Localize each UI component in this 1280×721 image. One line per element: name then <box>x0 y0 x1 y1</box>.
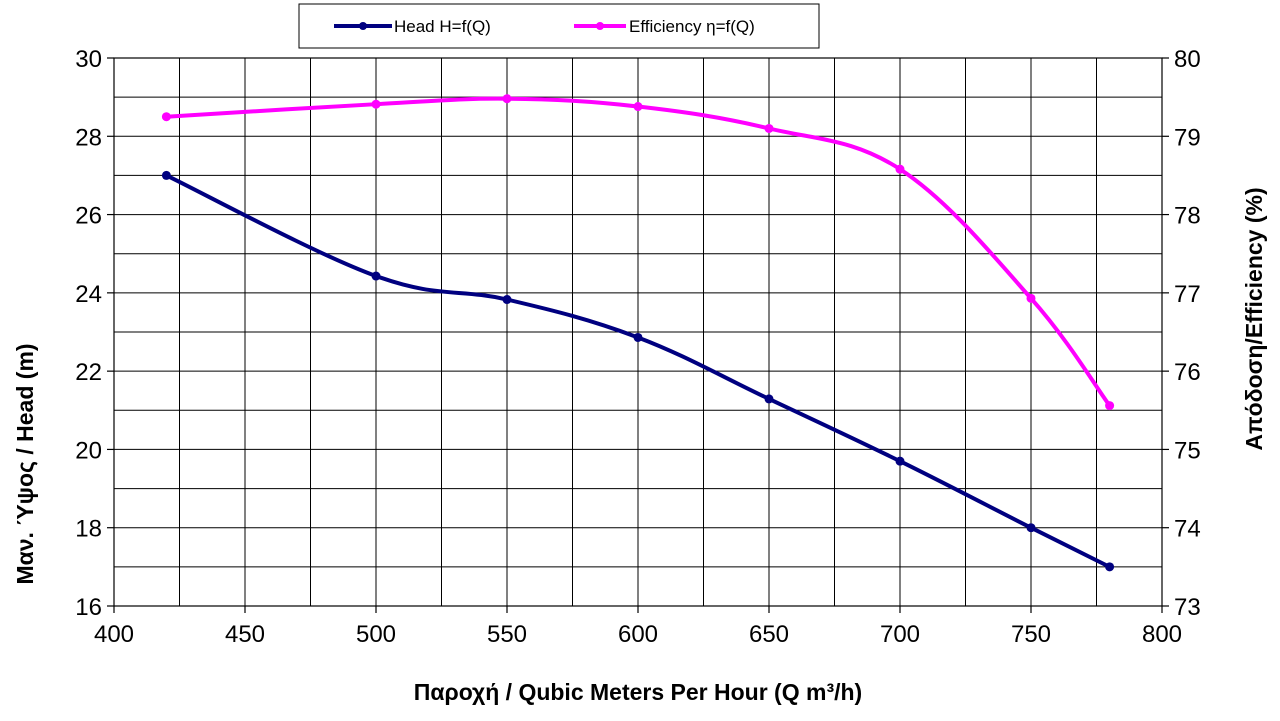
y-left-tick-label: 26 <box>75 203 102 230</box>
x-tick-label: 800 <box>1142 621 1182 648</box>
x-tick-label: 450 <box>225 621 265 648</box>
legend: Head H=f(Q) Efficiency η=f(Q) <box>298 3 820 49</box>
y-right-tick-label: 74 <box>1174 516 1201 543</box>
x-tick-label: 550 <box>487 621 527 648</box>
data-point-efficiency <box>633 102 643 112</box>
series-layer <box>161 94 1115 572</box>
y-right-tick-label: 80 <box>1174 46 1201 73</box>
x-axis-title: Παροχή / Qubic Meters Per Hour (Q m³/h) <box>414 679 862 705</box>
data-point-head <box>1105 562 1115 572</box>
data-point-head <box>502 295 512 305</box>
legend-label-head: Head H=f(Q) <box>394 17 491 36</box>
data-point-head <box>1026 523 1036 533</box>
data-point-head <box>371 271 381 281</box>
data-point-head <box>633 332 643 342</box>
y-right-tick-label: 73 <box>1174 594 1201 621</box>
x-tick-label: 500 <box>356 621 396 648</box>
axis-ticks: 400 450 500 550 600 650 700 750 800 16 18 20 22 24 26 2… <box>75 46 1200 648</box>
y-left-tick-label: 24 <box>75 281 102 308</box>
y-left-tick-label: 22 <box>75 359 102 386</box>
data-point-efficiency <box>764 123 774 133</box>
y-left-tick-label: 30 <box>75 46 102 73</box>
data-point-efficiency <box>371 99 381 109</box>
legend-label-efficiency: Efficiency η=f(Q) <box>629 17 755 36</box>
x-tick-label: 700 <box>880 621 920 648</box>
data-point-efficiency <box>1105 401 1115 411</box>
y-right-tick-label: 79 <box>1174 124 1201 151</box>
y-left-tick-label: 20 <box>75 437 102 464</box>
y-right-tick-label: 78 <box>1174 203 1201 230</box>
x-tick-label: 400 <box>94 621 134 648</box>
x-tick-label: 600 <box>618 621 658 648</box>
y-left-tick-label: 16 <box>75 594 102 621</box>
y-axis-right-title: Απόδοση/Efficiency (%) <box>1241 187 1267 450</box>
data-point-head <box>895 456 905 466</box>
y-right-tick-label: 75 <box>1174 437 1201 464</box>
grid <box>114 58 1162 606</box>
legend-dot-efficiency <box>596 22 604 30</box>
y-right-tick-label: 77 <box>1174 281 1201 308</box>
y-right-tick-label: 76 <box>1174 359 1201 386</box>
x-tick-label: 750 <box>1011 621 1051 648</box>
data-point-efficiency <box>895 164 905 174</box>
data-point-head <box>161 170 171 180</box>
data-point-head <box>764 394 774 404</box>
data-point-efficiency <box>502 94 512 104</box>
data-point-efficiency <box>161 112 171 122</box>
y-axis-left-title: Μαν. Ύψος / Head (m) <box>12 343 38 584</box>
y-left-tick-label: 28 <box>75 124 102 151</box>
x-tick-label: 650 <box>749 621 789 648</box>
data-point-efficiency <box>1026 293 1036 303</box>
legend-dot-head <box>359 22 367 30</box>
y-left-tick-label: 18 <box>75 516 102 543</box>
